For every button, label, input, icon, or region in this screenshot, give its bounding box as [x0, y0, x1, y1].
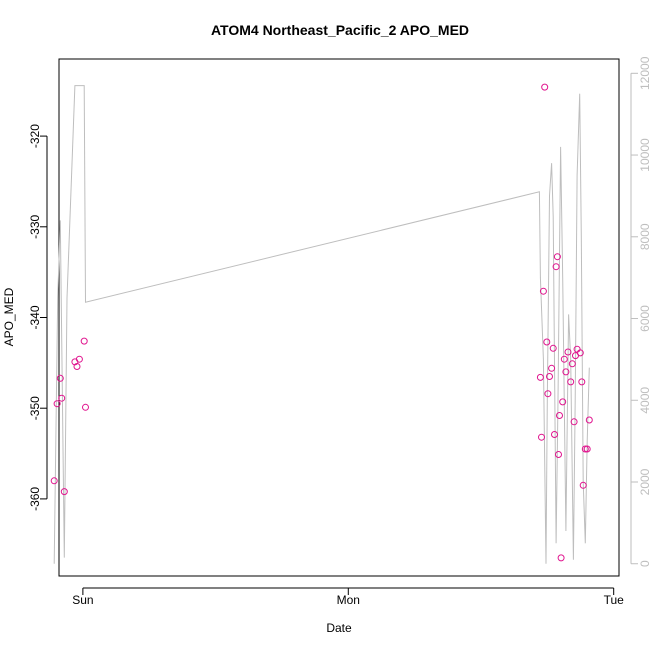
data-point — [576, 349, 584, 357]
data-point — [579, 481, 587, 489]
data-point — [543, 338, 551, 346]
data-point — [583, 445, 591, 453]
left-axis: -360 -350 -340 -330 -320 — [28, 124, 48, 511]
data-point — [50, 477, 58, 485]
data-point — [585, 416, 593, 424]
right-tick-label: 0 — [638, 560, 650, 567]
bottom-tick-label: Mon — [337, 593, 360, 607]
data-point — [562, 368, 570, 376]
right-tick-label: 2000 — [638, 468, 650, 495]
data-point — [73, 363, 81, 370]
chart-title: ATOM4 Northeast_Pacific_2 APO_MED — [211, 22, 469, 38]
data-point — [536, 373, 544, 381]
data-point — [567, 378, 575, 386]
data-point — [56, 374, 64, 382]
data-point — [82, 403, 89, 411]
data-point — [557, 554, 565, 562]
data-point — [564, 348, 572, 356]
left-tick-label: -360 — [28, 487, 42, 511]
data-point — [80, 337, 88, 345]
data-point — [570, 418, 578, 426]
series-line — [53, 85, 590, 564]
right-axis-series-line — [53, 85, 590, 564]
plot-frame — [58, 58, 620, 577]
right-tick-label: 8000 — [638, 223, 650, 250]
left-tick-label: -320 — [28, 124, 42, 148]
data-point — [539, 287, 547, 295]
data-point — [546, 373, 553, 380]
x-axis-label: Date — [326, 621, 352, 635]
data-point — [544, 390, 552, 398]
data-point — [555, 451, 562, 458]
left-tick-label: -350 — [28, 396, 42, 420]
right-axis: 0 2000 4000 6000 8000 10000 12000 — [630, 56, 650, 567]
right-tick-label: 6000 — [638, 305, 650, 332]
points-layer — [50, 83, 593, 562]
data-point — [60, 488, 68, 496]
data-point — [560, 355, 568, 363]
data-point — [75, 355, 83, 363]
data-point — [578, 378, 586, 386]
data-point — [552, 263, 560, 271]
data-point — [559, 398, 567, 406]
data-point — [573, 345, 581, 353]
data-point — [568, 360, 576, 368]
data-point — [548, 364, 556, 372]
right-tick-label: 4000 — [638, 387, 650, 414]
left-tick-label: -330 — [28, 214, 42, 238]
left-tick-label: -340 — [28, 305, 42, 329]
data-point — [581, 445, 589, 453]
data-point — [53, 400, 61, 408]
data-point — [549, 344, 557, 352]
bottom-tick-label: Sun — [72, 593, 93, 607]
data-point — [541, 83, 549, 91]
data-point — [58, 394, 66, 402]
bottom-tick-label: Tue — [604, 593, 625, 607]
data-point — [551, 431, 558, 438]
right-tick-label: 12000 — [638, 56, 650, 90]
bottom-axis: Sun Mon Tue — [72, 587, 625, 607]
right-tick-label: 10000 — [638, 138, 650, 172]
y-axis-label: APO_MED — [2, 287, 16, 346]
data-point — [553, 253, 561, 261]
data-point — [538, 433, 545, 441]
data-point — [556, 412, 563, 419]
